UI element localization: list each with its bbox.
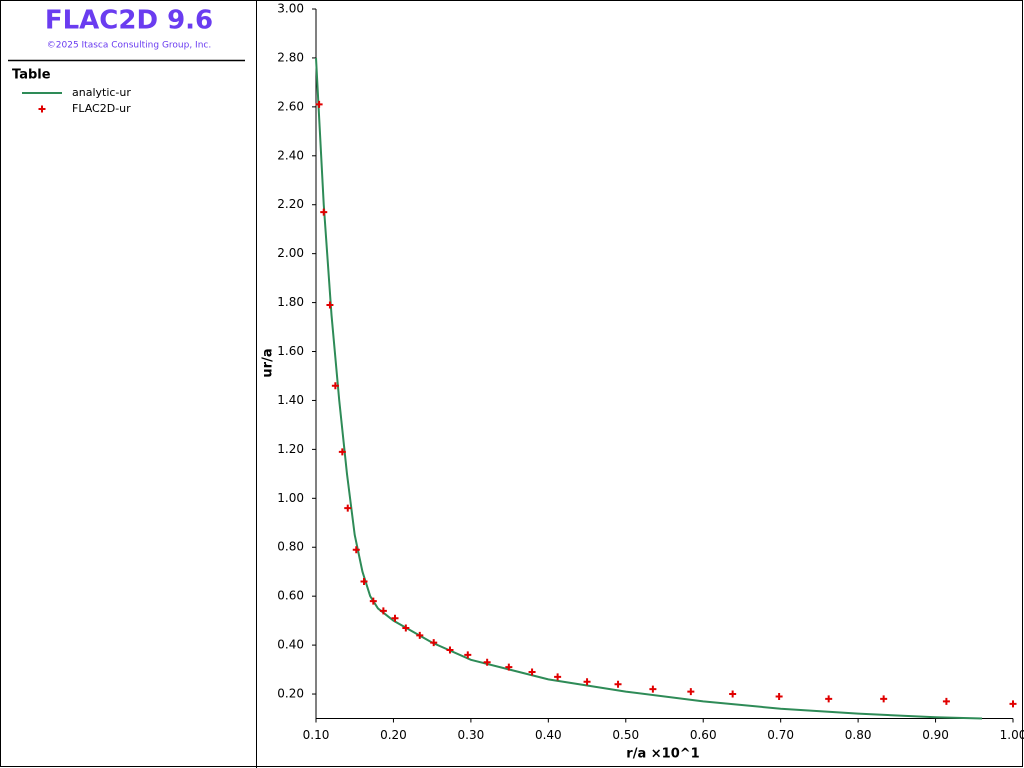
x-tick-label: 0.30 [458, 728, 485, 742]
y-tick-label: 0.60 [277, 589, 304, 603]
data-point [614, 680, 622, 688]
y-tick-label: 1.60 [277, 344, 304, 358]
data-point [446, 646, 454, 654]
legend-label: analytic-ur [72, 86, 131, 99]
y-tick-label: 1.40 [277, 393, 304, 407]
legend-label: FLAC2D-ur [72, 102, 131, 115]
data-point [554, 673, 562, 681]
y-tick-label: 2.40 [277, 148, 304, 162]
x-tick-label: 0.10 [303, 728, 330, 742]
x-tick-label: 0.90 [922, 728, 949, 742]
y-tick-label: 3.00 [277, 2, 304, 16]
x-tick-label: 0.60 [690, 728, 717, 742]
y-tick-label: 2.00 [277, 246, 304, 260]
app-title: FLAC2D 9.6 [45, 6, 213, 36]
data-point [528, 668, 536, 676]
x-tick-label: 0.70 [767, 728, 794, 742]
data-point [880, 695, 888, 703]
x-tick-label: 0.50 [612, 728, 639, 742]
y-tick-label: 2.60 [277, 99, 304, 113]
y-tick-label: 0.80 [277, 540, 304, 554]
data-point [505, 663, 513, 671]
x-tick-label: 1.00 [1000, 728, 1024, 742]
data-point [391, 614, 399, 622]
legend-title: Table [12, 68, 51, 83]
data-point [338, 448, 346, 456]
data-point [379, 607, 387, 615]
data-point [483, 658, 491, 666]
data-point [464, 651, 472, 659]
data-point [352, 546, 360, 554]
data-point [687, 688, 695, 696]
data-point [315, 100, 323, 108]
data-point [942, 697, 950, 705]
y-tick-label: 0.20 [277, 687, 304, 701]
y-tick-label: 1.20 [277, 442, 304, 456]
y-tick-label: 2.20 [277, 197, 304, 211]
x-tick-label: 0.80 [845, 728, 872, 742]
data-point [649, 685, 657, 693]
data-point [416, 631, 424, 639]
data-point [775, 692, 783, 700]
data-point [729, 690, 737, 698]
legend-swatch [38, 105, 46, 113]
x-axis-label: r/a ×10^1 [626, 747, 699, 762]
y-axis-label: ur/a [261, 348, 276, 377]
data-point [1009, 700, 1017, 708]
x-tick-label: 0.40 [535, 728, 562, 742]
y-tick-label: 1.80 [277, 295, 304, 309]
y-tick-label: 2.80 [277, 50, 304, 64]
data-point [369, 597, 377, 605]
data-point [344, 504, 352, 512]
data-point [320, 208, 328, 216]
data-point [360, 577, 368, 585]
data-point [402, 624, 410, 632]
y-tick-label: 0.40 [277, 638, 304, 652]
data-point [825, 695, 833, 703]
y-tick-label: 1.00 [277, 491, 304, 505]
data-point [583, 678, 591, 686]
x-tick-label: 0.20 [380, 728, 407, 742]
data-line [315, 57, 983, 720]
data-point [331, 382, 339, 390]
data-point [326, 301, 334, 309]
copyright: ©2025 Itasca Consulting Group, Inc. [47, 41, 211, 51]
data-point [430, 639, 438, 647]
